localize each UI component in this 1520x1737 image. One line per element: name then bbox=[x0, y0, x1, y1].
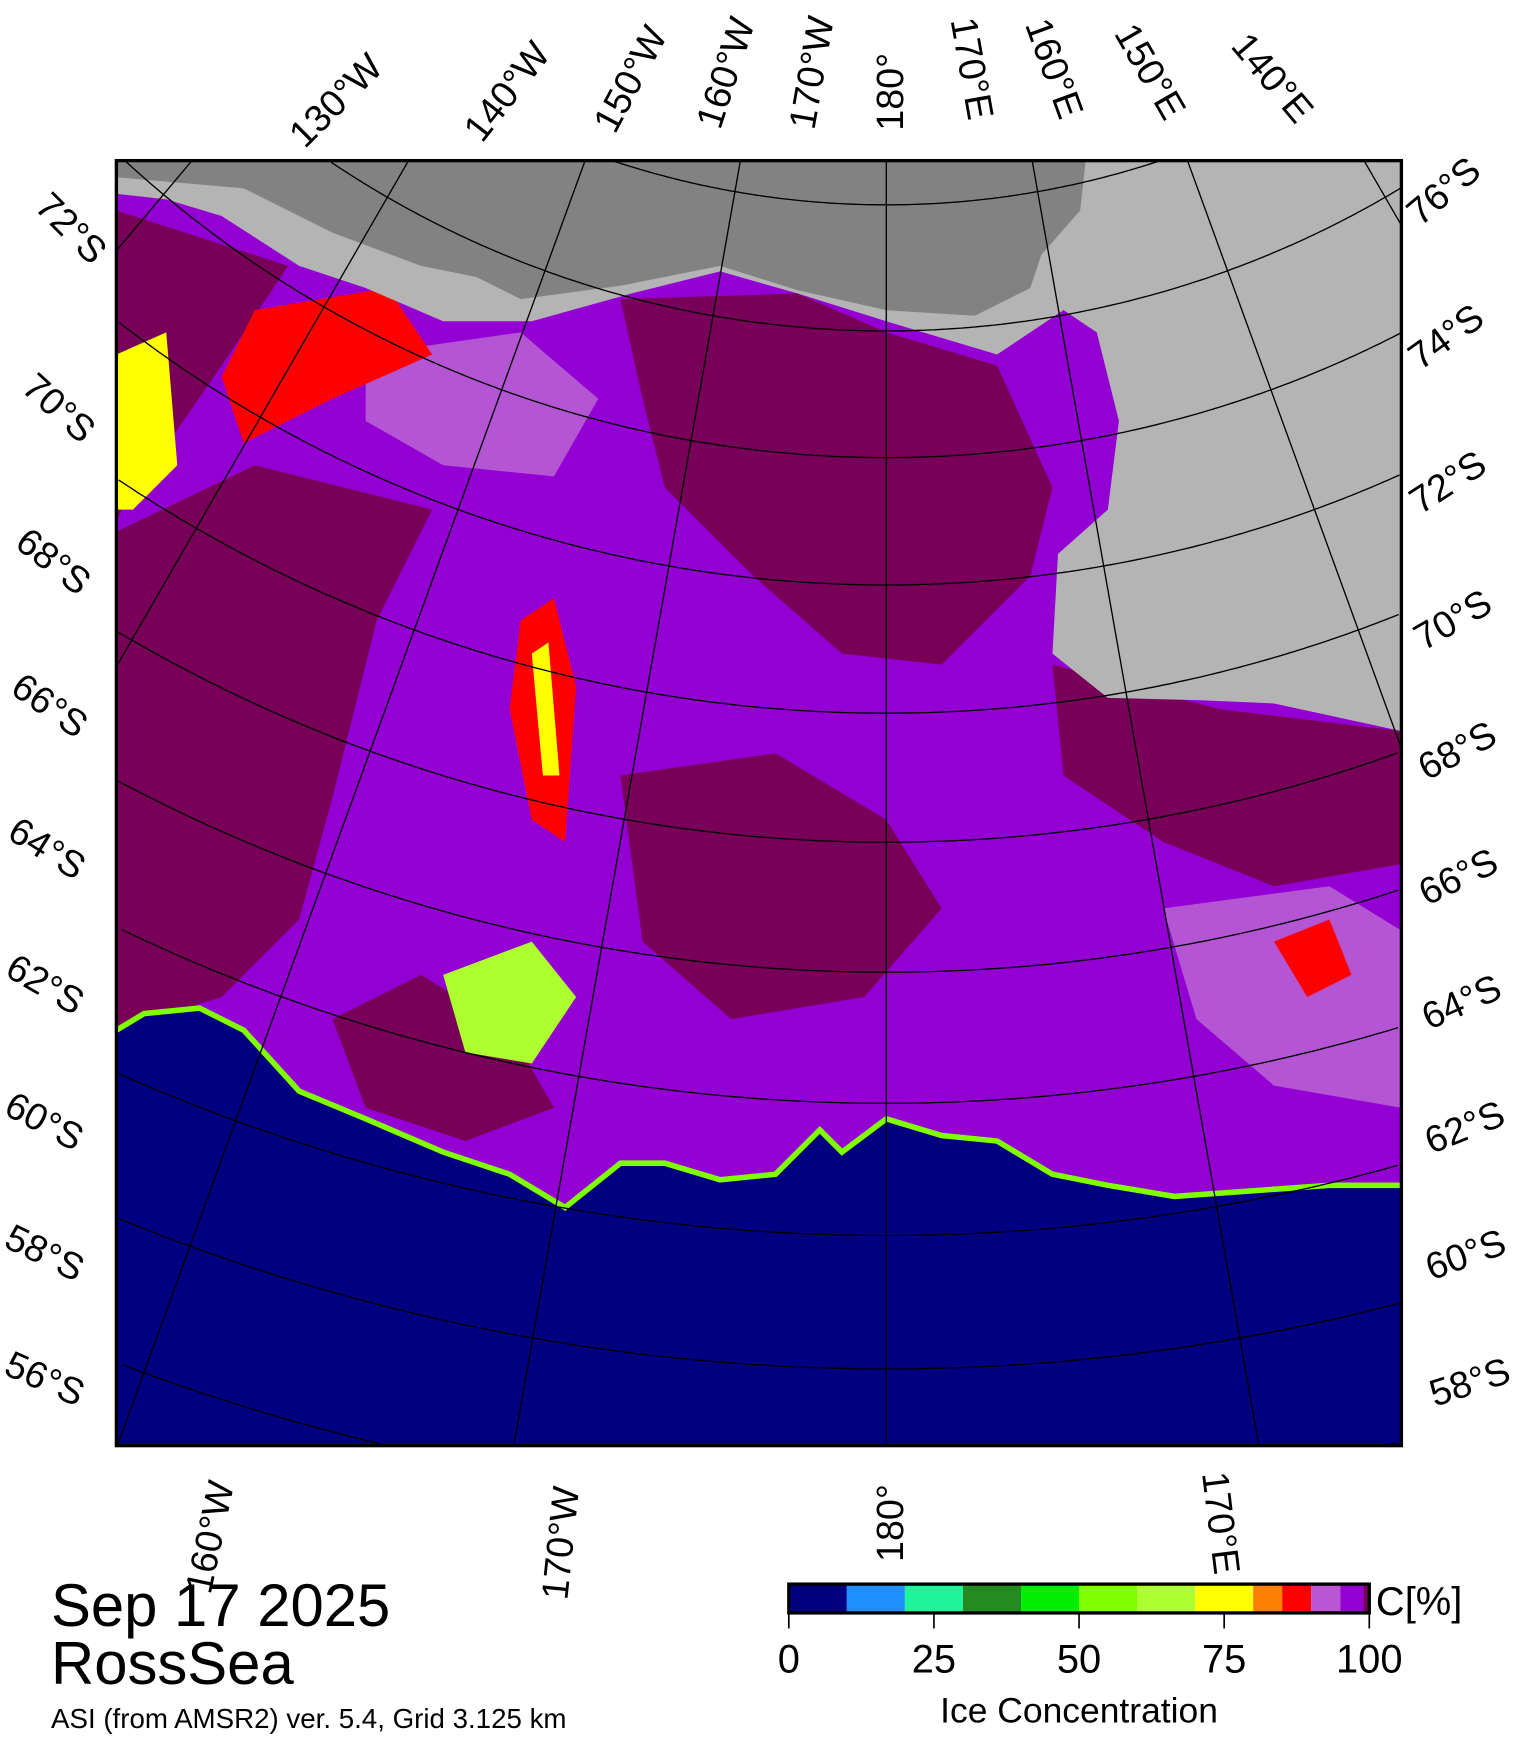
sea-ice-mid-region bbox=[1163, 886, 1402, 1108]
longitude-line bbox=[116, 160, 410, 667]
lon-label: 130°W bbox=[281, 45, 391, 155]
colorbar-segment bbox=[788, 1584, 847, 1613]
latitude-line bbox=[330, 161, 1401, 332]
sea-ice-marginal-red bbox=[221, 288, 433, 444]
graticule bbox=[116, 160, 1402, 1446]
lon-label: 160°E bbox=[1017, 13, 1092, 124]
ross-ice-shelf bbox=[116, 160, 1086, 316]
date-title: Sep 17 2025 bbox=[51, 1572, 390, 1639]
latitude-line bbox=[118, 1073, 1399, 1237]
colorbar-segment bbox=[1340, 1584, 1364, 1613]
sea-ice-mid-region bbox=[365, 332, 599, 477]
latitude-line bbox=[116, 779, 1399, 973]
map-area bbox=[116, 160, 1402, 1446]
colorbar-unit: C[%] bbox=[1376, 1580, 1462, 1624]
top-longitude-labels: 130°W 140°W 150°W 160°W 170°W 180° 170°E… bbox=[281, 12, 1322, 155]
map-frame bbox=[114, 158, 1404, 1448]
left-latitude-labels: 72°S 70°S 68°S 66°S 64°S 62°S 60°S 58°S … bbox=[0, 184, 115, 1414]
lat-label: 68°S bbox=[1411, 712, 1503, 788]
sea-ice-marginal-green bbox=[443, 941, 577, 1064]
lon-label: 170°W bbox=[781, 13, 842, 132]
sea-ice-marginal-yellow bbox=[116, 332, 178, 510]
lon-label: 140°W bbox=[455, 33, 558, 149]
antarctic-land bbox=[116, 160, 1402, 732]
sea-ice-full-region bbox=[1052, 664, 1402, 887]
lon-label: 170°E bbox=[1194, 1469, 1248, 1576]
lon-label: 150°E bbox=[1106, 16, 1194, 126]
colorbar-segment bbox=[1253, 1584, 1283, 1613]
ice-edge-green bbox=[116, 1005, 1402, 1211]
sea-ice-full-region bbox=[620, 753, 942, 1020]
colorbar-segment bbox=[962, 1584, 1021, 1613]
latitude-line bbox=[124, 160, 1401, 459]
colorbar-segments bbox=[788, 1584, 1370, 1613]
lat-label: 56°S bbox=[0, 1343, 91, 1415]
latitude-line bbox=[118, 479, 1399, 714]
lat-label: 76°S bbox=[1398, 148, 1488, 233]
colorbar-tick-label: 0 bbox=[778, 1638, 800, 1682]
latitude-line bbox=[121, 928, 1399, 1104]
sea-ice-full-region bbox=[332, 974, 554, 1142]
colorbar-tick-label: 75 bbox=[1202, 1638, 1246, 1682]
lat-label: 60°S bbox=[1420, 1221, 1511, 1289]
colorbar-segment bbox=[846, 1584, 905, 1613]
latitude-line bbox=[116, 1217, 1400, 1370]
lat-label: 68°S bbox=[8, 519, 99, 603]
lat-label: 74°S bbox=[1400, 295, 1491, 377]
colorbar-label: Ice Concentration bbox=[940, 1691, 1218, 1731]
lat-label: 62°S bbox=[1419, 1092, 1511, 1162]
lat-label: 66°S bbox=[4, 665, 95, 746]
colorbar-segment bbox=[1282, 1584, 1312, 1613]
colorbar-segment bbox=[1079, 1584, 1138, 1613]
open-ocean bbox=[116, 1008, 1402, 1446]
colorbar: C[%] 0 25 50 75 100 Ice Concentration bbox=[778, 1580, 1463, 1730]
lat-label: 72°S bbox=[28, 184, 116, 272]
colorbar-ticks: 0 25 50 75 100 bbox=[778, 1612, 1403, 1682]
longitude-line bbox=[116, 160, 586, 1446]
sea-ice-marginal-red bbox=[1274, 919, 1352, 998]
colorbar-tick-label: 25 bbox=[912, 1638, 956, 1682]
lon-label: 170°E bbox=[943, 14, 1002, 123]
lon-label: 180° bbox=[869, 53, 911, 131]
colorbar-segment bbox=[1311, 1584, 1341, 1613]
lat-label: 58°S bbox=[1424, 1349, 1515, 1414]
right-latitude-labels: 76°S 74°S 72°S 70°S 68°S 66°S 64°S 62°S … bbox=[1398, 148, 1515, 1414]
lon-label: 150°W bbox=[585, 19, 676, 139]
longitude-line bbox=[1031, 160, 1260, 1446]
longitude-line bbox=[1363, 160, 1402, 226]
lon-label: 140°E bbox=[1224, 25, 1322, 131]
lat-label: 70°S bbox=[1407, 581, 1499, 658]
lon-label: 180° bbox=[869, 1484, 911, 1562]
longitude-line bbox=[116, 160, 193, 252]
lon-label: 160°W bbox=[688, 12, 763, 133]
lat-label: 62°S bbox=[0, 945, 91, 1022]
region-title: RossSea bbox=[51, 1630, 294, 1697]
latitude-line bbox=[117, 631, 1398, 843]
lat-label: 66°S bbox=[1412, 840, 1504, 914]
longitude-line bbox=[1186, 160, 1402, 749]
latitude-line bbox=[118, 321, 1400, 586]
lat-label: 58°S bbox=[0, 1216, 91, 1290]
colorbar-tick-label: 100 bbox=[1336, 1638, 1403, 1682]
colorbar-segment bbox=[1020, 1584, 1080, 1613]
sea-ice-full-region bbox=[620, 293, 1053, 665]
lat-label: 64°S bbox=[1, 809, 93, 888]
colorbar-tick-label: 50 bbox=[1057, 1638, 1101, 1682]
lat-label: 70°S bbox=[15, 365, 104, 451]
colorbar-segment bbox=[1137, 1584, 1196, 1613]
source-note: ASI (from AMSR2) ver. 5.4, Grid 3.125 km bbox=[51, 1703, 566, 1734]
lat-label: 64°S bbox=[1415, 966, 1507, 1038]
lat-label: 72°S bbox=[1402, 442, 1494, 522]
longitude-line bbox=[513, 160, 742, 1446]
colorbar-segment bbox=[1195, 1584, 1254, 1613]
lat-label: 60°S bbox=[0, 1083, 91, 1159]
colorbar-segment bbox=[1363, 1584, 1370, 1613]
colorbar-segment bbox=[904, 1584, 963, 1613]
lon-label: 170°W bbox=[533, 1484, 587, 1602]
sea-ice-marginal-yellow bbox=[531, 642, 560, 776]
